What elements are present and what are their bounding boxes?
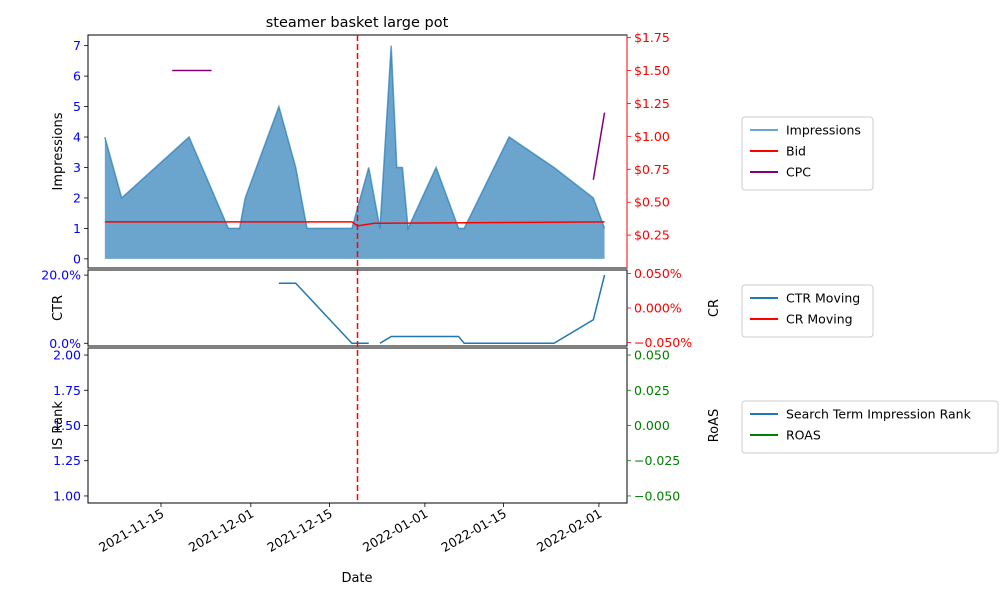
- series-impressions-line: [104, 45, 606, 232]
- legend-top-label: Bid: [786, 144, 806, 159]
- panel-top-ytick-right-label: $1.75: [634, 30, 670, 45]
- panel-middle-ytick-left-label: 0.0%: [49, 336, 81, 351]
- panel-bottom-ytick-left-label: 2.00: [53, 348, 81, 363]
- panel-bottom-ytick-right-label: −0.050: [634, 488, 680, 503]
- x-tick-label: 2022-01-01: [360, 506, 430, 555]
- panel-bottom-ytick-left-label: 1.00: [53, 488, 81, 503]
- legend-bottom-box: [741, 400, 999, 454]
- x-tick-label: 2021-12-15: [265, 506, 335, 555]
- x-tick-label: 2022-02-01: [534, 506, 604, 555]
- x-tick-label: 2021-12-01: [186, 506, 256, 555]
- legend-middle-label: CTR Moving: [786, 291, 860, 306]
- panel-top-ytick-right-label: $1.50: [634, 63, 670, 78]
- panel-middle-ytick-right-label: 0.000%: [634, 301, 682, 316]
- panel-middle-ytick-left-label: 20.0%: [41, 268, 81, 283]
- x-tick-label: 2021-11-15: [96, 506, 166, 555]
- panel-middle-ytick-right-label: −0.050%: [634, 335, 692, 350]
- panel-bottom-ytick-left-label: 1.50: [53, 418, 81, 433]
- panel-bottom-ytick-right-label: 0.050: [634, 348, 670, 363]
- legend-top-label: CPC: [786, 165, 811, 180]
- panel-top-ytick-right-label: $0.75: [634, 162, 670, 177]
- panel-bottom-ytick-left-label: 1.25: [53, 453, 81, 468]
- panel-bottom-ytick-right-label: −0.025: [634, 453, 680, 468]
- legend-top-label: Impressions: [786, 123, 861, 138]
- legend-bottom-label: ROAS: [786, 428, 821, 443]
- panel-top-ytick-left-label: 2: [73, 190, 81, 205]
- panel-top-ytick-right-label: $1.00: [634, 129, 670, 144]
- panel-top-ytick-left-label: 4: [73, 130, 81, 145]
- panel-top-ytick-right-label: $0.50: [634, 195, 670, 210]
- panel-top-ytick-right-label: $0.25: [634, 228, 670, 243]
- panel-top-ytick-right-label: $1.25: [634, 96, 670, 111]
- series-impressions-area: [104, 45, 605, 259]
- x-axis-label: Date: [341, 571, 372, 586]
- panel-top-ylabel-left: Impressions: [51, 112, 66, 190]
- panel-middle-ytick-right-label: 0.050%: [634, 266, 682, 281]
- panel-bottom-ylabel-left: IS Rank: [51, 401, 66, 450]
- chart-title: steamer basket large pot: [266, 15, 449, 31]
- panel-top-ytick-left-label: 0: [73, 251, 81, 266]
- panel-middle-ylabel-left: CTR: [51, 295, 66, 321]
- panel-bottom-ytick-left-label: 1.75: [53, 383, 81, 398]
- x-tick-label: 2022-01-15: [439, 506, 509, 555]
- panel-top-ytick-left-label: 6: [73, 69, 81, 84]
- panel-bottom-ytick-right-label: 0.000: [634, 418, 670, 433]
- legend-middle-label: CR Moving: [786, 312, 853, 327]
- panel-middle-ylabel-right: CR: [707, 299, 722, 317]
- panel-top-ytick-left-label: 7: [73, 38, 81, 53]
- panel-bottom-ytick-right-label: 0.025: [634, 383, 670, 398]
- panel-bottom-ylabel-right: RoAS: [707, 409, 722, 443]
- series-ctr-moving-segment-2: [379, 274, 606, 345]
- panel-top-ytick-left-label: 3: [73, 160, 81, 175]
- series-cpc-segment-2: [592, 112, 606, 180]
- panel-top-ytick-left-label: 5: [73, 99, 81, 114]
- legend-bottom-label: Search Term Impression Rank: [786, 407, 972, 422]
- panel-top-ytick-left-label: 1: [73, 221, 81, 236]
- series-ctr-moving-segment-1: [278, 282, 369, 345]
